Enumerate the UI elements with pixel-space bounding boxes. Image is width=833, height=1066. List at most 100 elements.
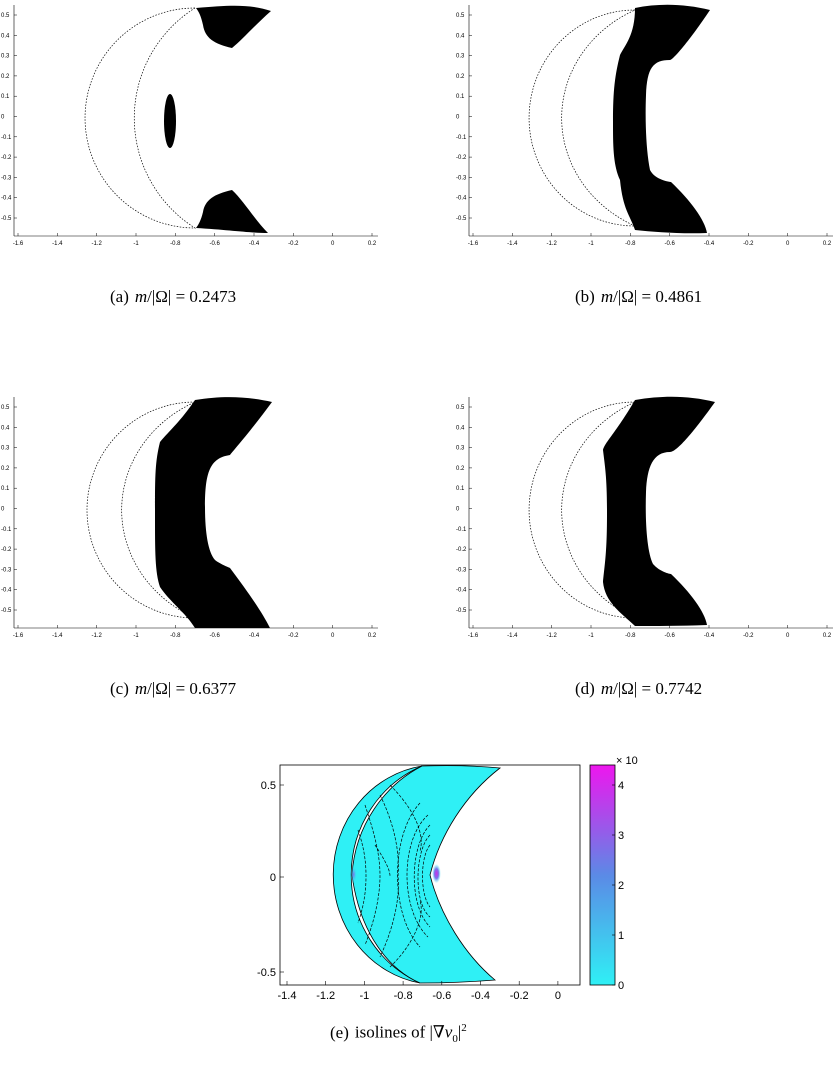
y-tick-label: -0.5 bbox=[257, 967, 276, 979]
y-tick-label: 0 bbox=[456, 507, 460, 513]
x-tick-label: -1 bbox=[588, 633, 594, 639]
y-tick-label: -0.3 bbox=[456, 567, 467, 573]
x-tick-label: -0.2 bbox=[288, 241, 299, 247]
y-tick-label: 0.5 bbox=[456, 405, 465, 411]
panel-d: 0.5 0.4 0.3 0.2 0.1 0 -0.1 -0.2 -0.3 -0.4 -0.5 -1.… bbox=[455, 392, 833, 652]
x-axis-d: -1.6 -1.4 -1.2 -1 -0.8 -0.6 -0.4 -0.2 0 0.2 bbox=[468, 625, 833, 639]
y-tick-label: -0.3 bbox=[1, 567, 12, 573]
x-tick-label: -0.4 bbox=[249, 241, 260, 247]
y-tick-label: -0.3 bbox=[1, 175, 12, 181]
y-tick-label: 0 bbox=[1, 507, 5, 513]
y-axis-e: 0.5 0 -0.5 bbox=[257, 780, 284, 979]
x-axis-a: -1.6 -1.4 -1.2 -1 -0.8 -0.6 -0.4 -0.2 0 0.2 bbox=[13, 233, 378, 247]
panel-a: 0.5 0.4 0.3 0.2 0.1 0 -0.1 -0.2 -0.3 -0.4 -0.5 -1.… bbox=[0, 0, 380, 260]
plot-e: 0 1 2 3 4 -1.4 -1.2 -1 -0.8 -0.6 -0.4 -0.2 0 0.5 0 -0… bbox=[257, 755, 638, 1002]
x-tick-label: -0.4 bbox=[471, 990, 490, 1002]
x-tick-label: -1.4 bbox=[507, 633, 518, 639]
caption-a: (a) m/|Ω| = 0.2473 bbox=[110, 287, 237, 306]
y-tick-label: -0.1 bbox=[1, 527, 12, 533]
y-tick-label: 0.1 bbox=[1, 486, 10, 492]
y-tick-label: 0.4 bbox=[1, 33, 10, 39]
x-tick-label: -0.8 bbox=[170, 241, 181, 247]
y-tick-label: 0.4 bbox=[456, 425, 465, 431]
y-tick-label: 0.2 bbox=[456, 74, 465, 80]
y-tick-label: -0.1 bbox=[456, 527, 467, 533]
x-tick-label: 0 bbox=[555, 990, 561, 1002]
crescent-a bbox=[84, 5, 271, 233]
y-axis-b: 0.5 0.4 0.3 0.2 0.1 0 -0.1 -0.2 -0.3 -0.4 -0.5 bbox=[456, 5, 472, 236]
y-tick-label: 0.2 bbox=[1, 74, 10, 80]
x-axis-b: -1.6 -1.4 -1.2 -1 -0.8 -0.6 -0.4 -0.2 0 0.2 bbox=[468, 233, 833, 247]
caption-c-ratio: 0.6377 bbox=[189, 679, 237, 698]
x-tick-label: -0.8 bbox=[170, 633, 181, 639]
caption-a-ratio: 0.2473 bbox=[189, 287, 237, 306]
x-tick-label: -0.4 bbox=[249, 633, 260, 639]
x-tick-label: 0 bbox=[786, 633, 790, 639]
caption-e: (e) isolines of |∇v0|2 bbox=[330, 1022, 467, 1046]
caption-c: (c) m/|Ω| = 0.6377 bbox=[110, 679, 237, 698]
x-axis-c: -1.6 -1.4 -1.2 -1 -0.8 -0.6 -0.4 -0.2 0 0.2 bbox=[13, 625, 378, 639]
x-tick-label: -0.2 bbox=[743, 241, 754, 247]
x-tick-label: -1.2 bbox=[91, 633, 102, 639]
colorbar-tick-label: 2 bbox=[618, 880, 624, 892]
y-tick-label: 0 bbox=[270, 872, 276, 884]
x-tick-label: -1.2 bbox=[316, 990, 335, 1002]
plot-b: 0.5 0.4 0.3 0.2 0.1 0 -0.1 -0.2 -0.3 -0.4 -0.5 -1.… bbox=[456, 4, 833, 247]
x-tick-label: -0.6 bbox=[209, 241, 220, 247]
y-tick-label: 0.2 bbox=[1, 466, 10, 472]
y-tick-label: -0.2 bbox=[456, 547, 467, 553]
x-tick-label: -0.6 bbox=[432, 990, 451, 1002]
x-tick-label: 0 bbox=[331, 633, 335, 639]
x-tick-label: -0.4 bbox=[704, 241, 715, 247]
caption-b-label: (b) bbox=[575, 287, 595, 306]
y-tick-label: -0.3 bbox=[456, 175, 467, 181]
crescent-c bbox=[86, 397, 272, 628]
x-tick-label: -0.6 bbox=[209, 633, 220, 639]
y-axis-c: 0.5 0.4 0.3 0.2 0.1 0 -0.1 -0.2 -0.3 -0.4 -0.5 bbox=[1, 397, 17, 628]
colorbar-exponent: × 10 bbox=[616, 755, 638, 767]
y-tick-label: -0.1 bbox=[456, 135, 467, 141]
x-tick-label: -1.6 bbox=[468, 241, 479, 247]
y-tick-label: -0.2 bbox=[456, 155, 467, 161]
y-axis-a: 0.5 0.4 0.3 0.2 0.1 0 -0.1 -0.2 -0.3 -0.4 -0.5 bbox=[1, 5, 17, 236]
x-tick-label: 0.2 bbox=[823, 633, 832, 639]
caption-e-text: isolines of bbox=[354, 1022, 426, 1042]
y-tick-label: -0.2 bbox=[1, 547, 12, 553]
caption-d-label: (d) bbox=[575, 679, 595, 698]
y-tick-label: 0 bbox=[1, 115, 5, 121]
y-tick-label: 0.5 bbox=[1, 13, 10, 19]
x-tick-label: -0.6 bbox=[664, 241, 675, 247]
x-tick-label: -1.6 bbox=[468, 633, 479, 639]
x-tick-label: -1 bbox=[588, 241, 594, 247]
caption-c-label: (c) bbox=[110, 679, 129, 698]
colorbar bbox=[589, 764, 616, 986]
x-tick-label: -0.6 bbox=[664, 633, 675, 639]
x-tick-label: 0 bbox=[331, 241, 335, 247]
y-tick-label: -0.5 bbox=[1, 216, 12, 222]
x-tick-label: -1 bbox=[360, 990, 370, 1002]
colorbar-ticks: 0 1 2 3 4 bbox=[612, 780, 624, 992]
y-tick-label: 0.5 bbox=[456, 13, 465, 19]
crescent-b bbox=[528, 4, 710, 234]
panel-b: 0.5 0.4 0.3 0.2 0.1 0 -0.1 -0.2 -0.3 -0.4 -0.5 -1.… bbox=[455, 0, 833, 260]
y-tick-label: 0.1 bbox=[1, 94, 10, 100]
y-tick-label: 0.4 bbox=[1, 425, 10, 431]
y-tick-label: 0.5 bbox=[1, 405, 10, 411]
plot-a: 0.5 0.4 0.3 0.2 0.1 0 -0.1 -0.2 -0.3 -0.4 -0.5 -1.… bbox=[1, 5, 378, 247]
x-tick-label: 0.2 bbox=[368, 633, 377, 639]
y-tick-label: 0.3 bbox=[456, 54, 465, 60]
caption-d-ratio: 0.7742 bbox=[655, 679, 703, 698]
x-tick-label: -1.4 bbox=[52, 241, 63, 247]
y-tick-label: -0.4 bbox=[1, 196, 12, 202]
y-tick-label: -0.5 bbox=[456, 608, 467, 614]
plot-c: 0.5 0.4 0.3 0.2 0.1 0 -0.1 -0.2 -0.3 -0.4 -0.5 -1.… bbox=[1, 397, 378, 639]
y-tick-label: -0.4 bbox=[456, 588, 467, 594]
colorbar-tick-label: 3 bbox=[618, 830, 624, 842]
x-tick-label: -1.4 bbox=[52, 633, 63, 639]
colorbar-tick-label: 4 bbox=[618, 780, 624, 792]
x-tick-label: -1.2 bbox=[91, 241, 102, 247]
x-tick-label: 0 bbox=[786, 241, 790, 247]
x-tick-label: 0.2 bbox=[368, 241, 377, 247]
y-tick-label: -0.5 bbox=[456, 216, 467, 222]
caption-d: (d) m/|Ω| = 0.7742 bbox=[575, 679, 703, 698]
